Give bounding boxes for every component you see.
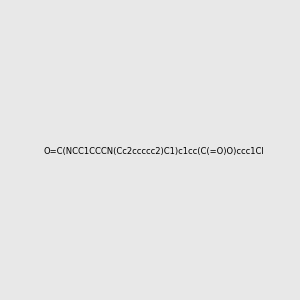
Text: O=C(NCC1CCCN(Cc2ccccc2)C1)c1cc(C(=O)O)ccc1Cl: O=C(NCC1CCCN(Cc2ccccc2)C1)c1cc(C(=O)O)cc… [44, 147, 264, 156]
